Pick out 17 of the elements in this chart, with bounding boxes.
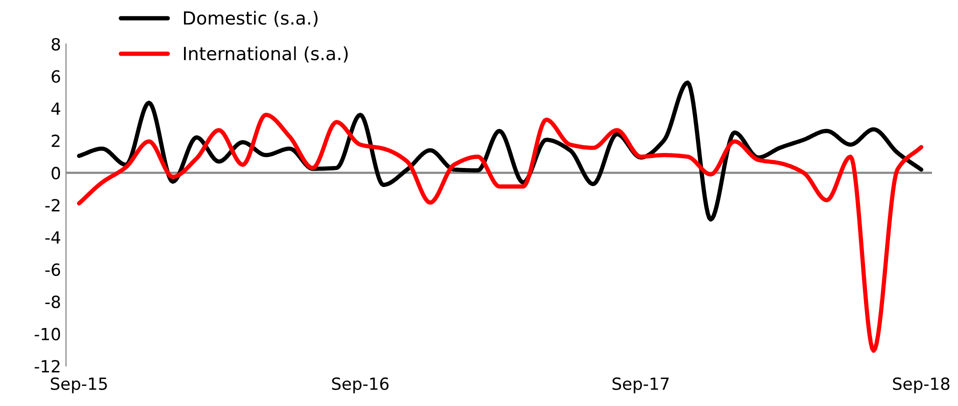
x-tick-label: Sep-17 <box>612 377 669 394</box>
y-tick-label: -2 <box>45 198 60 212</box>
x-tick-label: Sep-18 <box>893 377 950 394</box>
y-tick-label: -6 <box>45 263 60 276</box>
y-tick-label: -10 <box>34 328 60 340</box>
legend-label: International (s.a.) <box>184 46 348 62</box>
y-tick-label: -4 <box>45 231 60 244</box>
y-tick-label: 8 <box>52 38 60 51</box>
y-tick-label: 4 <box>51 102 60 115</box>
y-tick-label: 2 <box>52 134 60 147</box>
legend-label: Domestic (s.a.) <box>184 10 318 27</box>
y-tick-label: 6 <box>52 70 60 83</box>
y-tick-label: -8 <box>45 296 60 308</box>
x-tick-label: Sep-16 <box>332 377 389 394</box>
x-tick-label: Sep-15 <box>50 377 107 394</box>
y-tick-label: 0 <box>52 166 60 180</box>
y-tick-label: -12 <box>34 360 60 372</box>
